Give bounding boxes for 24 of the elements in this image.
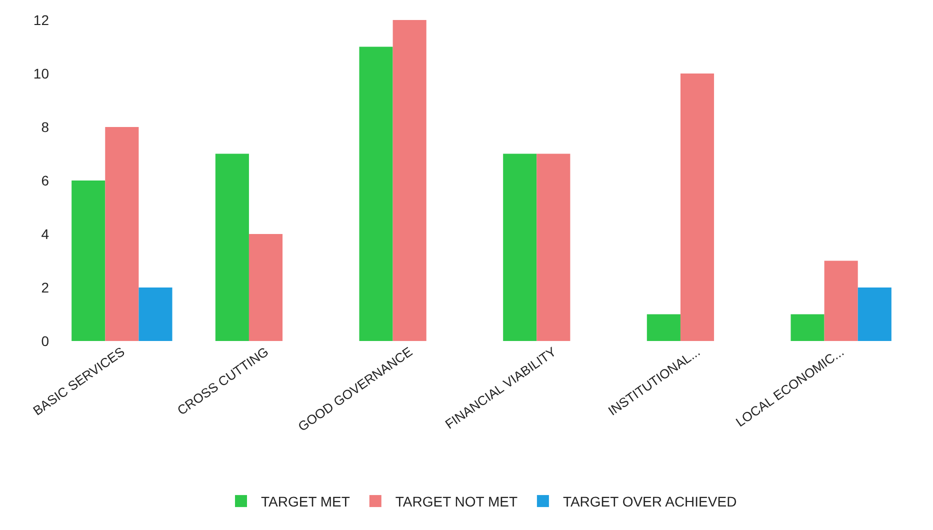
bar [680,74,714,341]
y-tick-label: 2 [41,279,50,296]
bar [105,127,139,341]
bar [858,288,892,341]
y-tick-label: 0 [41,332,50,349]
y-tick-label: 10 [33,65,50,82]
bar [72,180,106,341]
bar [646,314,680,341]
bar [503,154,537,341]
bar [536,154,570,341]
y-tick-label: 6 [41,172,50,188]
y-tick-label: 8 [41,118,50,135]
bar [392,20,426,341]
legend-label: TARGET MET [261,494,350,510]
y-tick-label: 4 [41,226,50,242]
bar [790,314,824,341]
bar [215,154,249,341]
y-tick-label: 12 [33,12,50,28]
bar [359,46,393,341]
bar [824,260,858,341]
legend-label: TARGET NOT MET [395,494,518,510]
bar [248,234,283,341]
bar [138,288,172,341]
legend-label: TARGET OVER ACHIEVED [562,494,737,510]
